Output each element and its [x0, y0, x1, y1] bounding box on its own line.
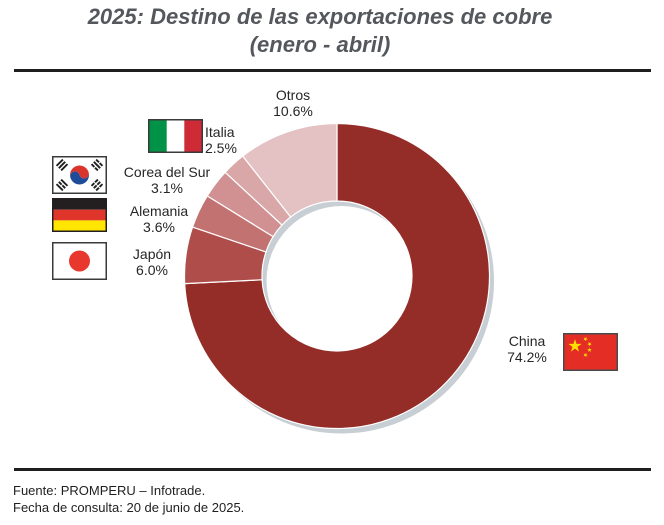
- footer-source: Fuente: PROMPERU – Infotrade.: [13, 483, 206, 498]
- label-italia-name: Italia: [205, 124, 235, 140]
- label-japon-name: Japón: [132, 246, 172, 262]
- china-flag-icon: [563, 333, 618, 376]
- bottom-divider: [14, 468, 651, 471]
- chart-title: 2025: Destino de las exportaciones de co…: [0, 3, 664, 59]
- italy-flag-icon: [148, 119, 203, 158]
- label-alemania-value: 3.6%: [143, 219, 175, 235]
- label-otros: Otros 10.6%: [253, 87, 333, 119]
- label-italia-value: 2.5%: [205, 140, 237, 156]
- label-alemania-name: Alemania: [129, 203, 189, 219]
- label-china: China 74.2%: [490, 333, 564, 365]
- label-italia: Italia 2.5%: [205, 124, 265, 156]
- slice-china: [184, 122, 491, 430]
- label-otros-value: 10.6%: [273, 103, 313, 119]
- label-corea-name: Corea del Sur: [123, 164, 211, 180]
- chart-title-line1: 2025: Destino de las exportaciones de co…: [87, 4, 553, 29]
- label-corea-del-sur: Corea del Sur 3.1%: [117, 164, 217, 196]
- top-divider: [14, 69, 651, 72]
- footer: Fuente: PROMPERU – Infotrade. Fecha de c…: [13, 482, 244, 516]
- label-china-name: China: [508, 333, 546, 349]
- label-otros-name: Otros: [275, 87, 311, 103]
- chart-title-line2: (enero - abril): [249, 32, 391, 57]
- label-china-value: 74.2%: [507, 349, 547, 365]
- label-japon-value: 6.0%: [136, 262, 168, 278]
- south-korea-flag-icon: [52, 156, 107, 199]
- germany-flag-icon: [52, 198, 107, 237]
- label-corea-value: 3.1%: [151, 180, 183, 196]
- label-japon: Japón 6.0%: [112, 246, 192, 278]
- donut-shadow-hole: [266, 206, 417, 356]
- label-alemania: Alemania 3.6%: [117, 203, 201, 235]
- footer-date: Fecha de consulta: 20 de junio de 2025.: [13, 500, 245, 515]
- japan-flag-icon: [52, 242, 107, 285]
- slice-otros: [242, 122, 338, 218]
